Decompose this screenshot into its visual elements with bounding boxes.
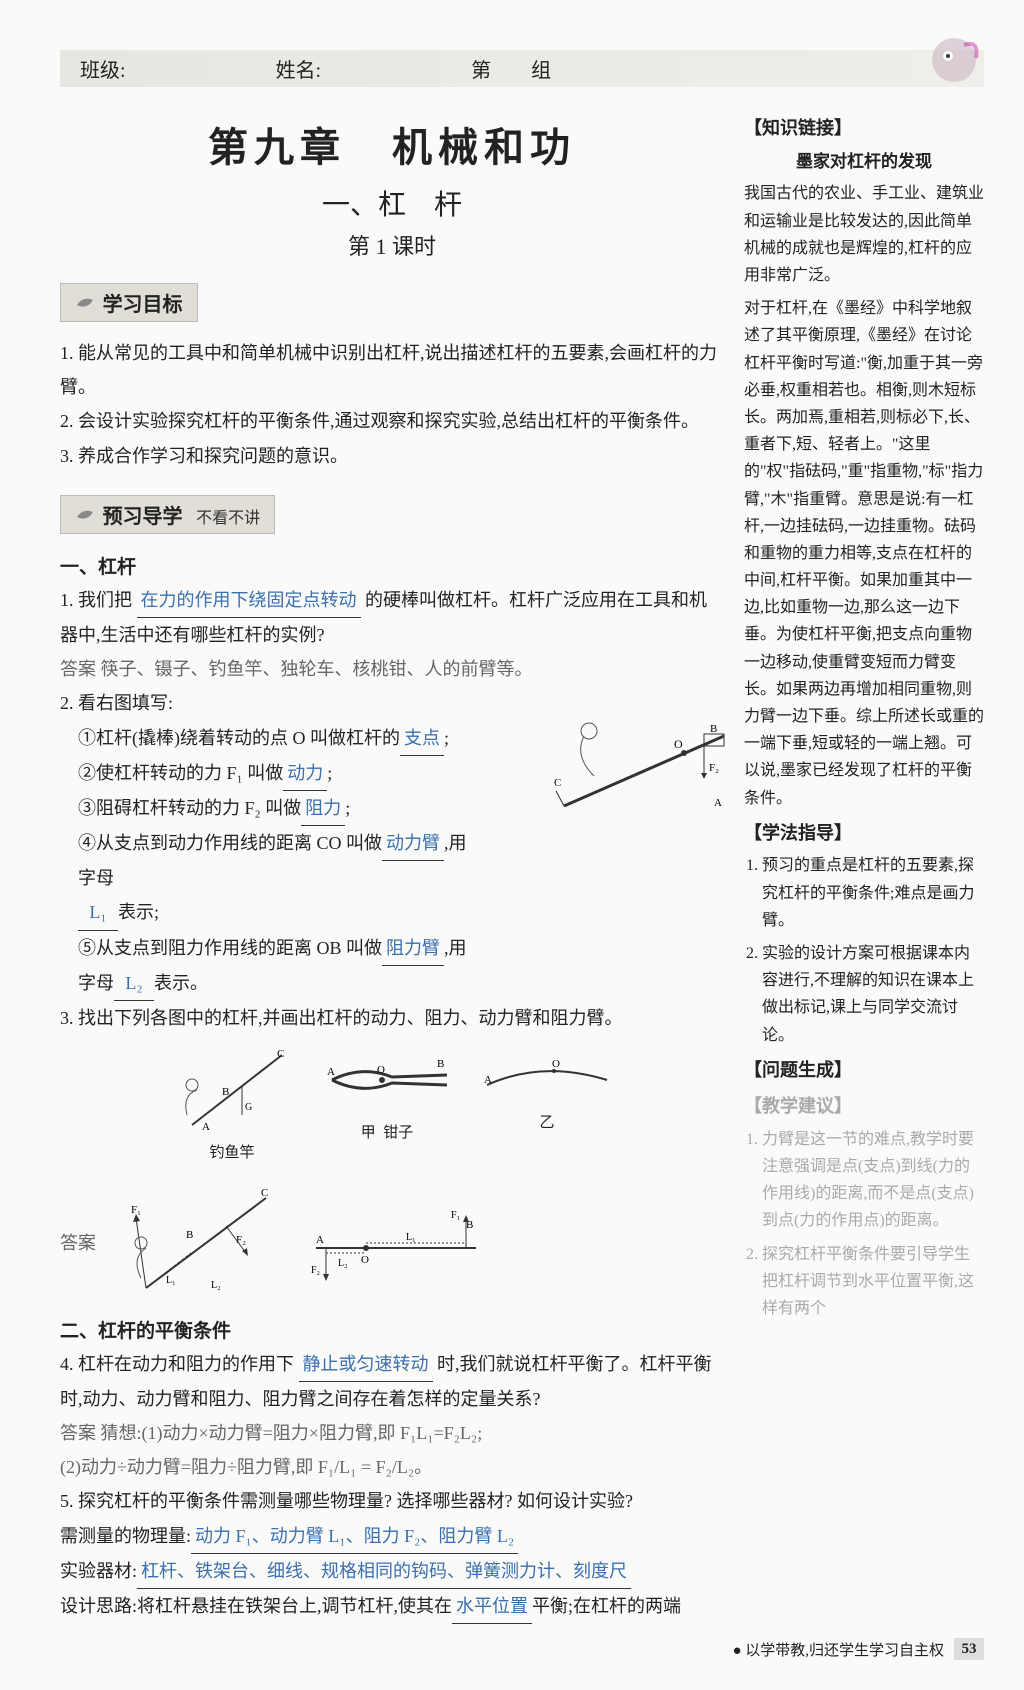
svg-text:L₁: L₁ xyxy=(166,1275,176,1286)
xf-item: 实验的设计方案可根据课本内容进行,不理解的知识在课本上做出标记,课上与同学交流讨… xyxy=(762,940,984,1049)
figure-pliers: OBA 甲 钳子 xyxy=(322,1045,452,1168)
page-number: 53 xyxy=(954,1638,984,1660)
sec1-head: 一、杠杆 xyxy=(60,552,724,579)
footer-text: ● 以学带教,归还学生学习自主权 xyxy=(732,1639,944,1660)
svg-text:L₂: L₂ xyxy=(211,1280,221,1291)
svg-text:C: C xyxy=(261,1187,268,1199)
svg-text:C: C xyxy=(277,1048,284,1060)
svg-text:G: G xyxy=(245,1102,252,1113)
goals-list: 1. 能从常见的工具中和简单机械中识别出杠杆,说出描述杠杆的五要素,会画杠杆的力… xyxy=(60,336,724,473)
svg-text:C: C xyxy=(554,777,561,789)
svg-text:F₁: F₁ xyxy=(451,1210,460,1221)
goal-item: 2. 会设计实验探究杠杆的平衡条件,通过观察和探究实验,总结出杠杆的平衡条件。 xyxy=(60,404,724,438)
name-label: 姓名: xyxy=(276,54,322,83)
svg-text:A: A xyxy=(316,1234,324,1246)
wt-head: 【问题生成】 xyxy=(744,1055,984,1086)
jy-item: 力臂是这一节的难点,教学时要注意强调是点(支点)到线(力的作用线)的距离,而不是… xyxy=(762,1126,984,1235)
q4: 4. 杠杆在动力和阻力的作用下 静止或匀速转动 时,我们就说杠杆平衡了。杠杆平衡… xyxy=(60,1347,724,1485)
footer: ● 以学带教,归还学生学习自主权 53 xyxy=(60,1638,984,1660)
sidebar: 【知识链接】 墨家对杠杆的发现 我国古代的农业、手工业、建筑业和运输业是比较发达… xyxy=(744,107,984,1624)
header-row: 班级: 姓名: 第 组 xyxy=(60,50,984,87)
figure-fishing: BCAG 钓鱼竿 xyxy=(172,1045,292,1168)
group-label: 第 组 xyxy=(471,54,551,83)
svg-text:L₁: L₁ xyxy=(406,1232,416,1243)
q2: 2. 看右图填写: ①杠杆(撬棒)绕着转动的点 O 叫做杠杆的支点; ②使杠杆转… xyxy=(60,686,724,1001)
svg-text:B: B xyxy=(437,1058,444,1070)
figure-yi: AO 乙 xyxy=(482,1045,612,1168)
svg-text:B: B xyxy=(710,723,717,735)
chapter-title: 第九章 机械和功 xyxy=(60,115,724,173)
svg-text:O: O xyxy=(377,1064,385,1076)
xf-item: 预习的重点是杠杆的五要素,探究杠杆的平衡条件;难点是画力臂。 xyxy=(762,852,984,934)
svg-text:O: O xyxy=(361,1254,369,1266)
preview-banner: 预习导学 不看不讲 xyxy=(60,495,275,534)
svg-text:B: B xyxy=(222,1086,229,1098)
svg-text:L₂: L₂ xyxy=(338,1258,348,1269)
lesson-title: 第 1 课时 xyxy=(60,229,724,261)
svg-text:O: O xyxy=(552,1058,560,1070)
svg-text:B: B xyxy=(186,1229,193,1241)
svg-text:O: O xyxy=(674,737,683,751)
svg-text:F₂: F₂ xyxy=(709,762,719,774)
svg-text:F₂: F₂ xyxy=(311,1265,320,1276)
jy-item: 探究杠杆平衡条件要引导学生把杠杆调节到水平位置平衡,这样有两个 xyxy=(762,1241,984,1323)
kl-title: 墨家对杠杆的发现 xyxy=(744,148,984,177)
goal-item: 3. 养成合作学习和探究问题的意识。 xyxy=(60,439,724,473)
sec2-head: 二、杠杆的平衡条件 xyxy=(60,1316,724,1343)
q3: 3. 找出下列各图中的杠杆,并画出杠杆的动力、阻力、动力臂和阻力臂。 BCAG … xyxy=(60,1001,724,1308)
crowbar-figure: O B C F₂ A xyxy=(554,696,734,826)
svg-text:A: A xyxy=(484,1074,492,1086)
answer-fig1: BC F₁ F₂ L₁ L₂ xyxy=(116,1178,286,1308)
goal-item: 1. 能从常见的工具中和简单机械中识别出杠杆,说出描述杠杆的五要素,会画杠杆的力… xyxy=(60,336,724,404)
section-title: 一、杠 杆 xyxy=(60,183,724,223)
q1: 1. 我们把 在力的作用下绕固定点转动 的硬棒叫做杠杆。杠杆广泛应用在工具和机器… xyxy=(60,583,724,687)
main-content: 第九章 机械和功 一、杠 杆 第 1 课时 学习目标 1. 能从常见的工具中和简… xyxy=(60,107,724,1624)
goals-banner: 学习目标 xyxy=(60,283,198,322)
kl-head: 【知识链接】 xyxy=(744,113,984,144)
svg-text:A: A xyxy=(202,1121,210,1133)
leaf-icon xyxy=(75,508,97,526)
mascot-icon xyxy=(924,30,984,90)
q5: 5. 探究杠杆的平衡条件需测量哪些物理量? 选择哪些器材? 如何设计实验? 需测… xyxy=(60,1484,724,1624)
svg-text:F₂: F₂ xyxy=(236,1234,246,1246)
jy-head: 【教学建议】 xyxy=(744,1091,984,1122)
kl-p1: 我国古代的农业、手工业、建筑业和运输业是比较发达的,因此简单机械的成就也是辉煌的… xyxy=(744,180,984,289)
svg-text:A: A xyxy=(714,797,722,809)
kl-p2: 对于杠杆,在《墨经》中科学地叙述了其平衡原理,《墨经》在讨论杠杆平衡时写道:"衡… xyxy=(744,295,984,812)
xf-head: 【学法指导】 xyxy=(744,818,984,849)
leaf-icon xyxy=(75,296,97,314)
blank: 在力的作用下绕固定点转动 xyxy=(137,583,361,618)
answer-fig2: O BF₁ F₂ L₁ L₂ A xyxy=(306,1198,486,1288)
class-label: 班级: xyxy=(80,54,126,83)
svg-text:A: A xyxy=(327,1066,335,1078)
